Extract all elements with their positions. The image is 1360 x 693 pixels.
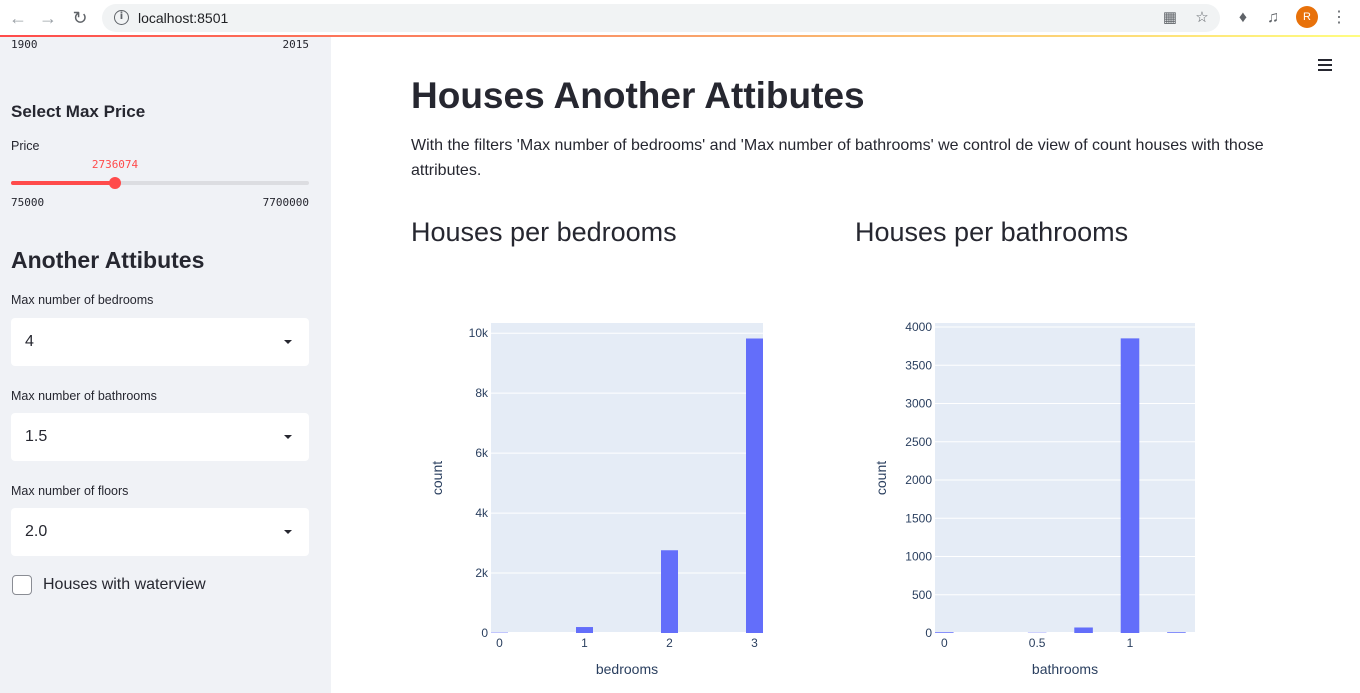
plot-background — [935, 323, 1195, 633]
y-axis-label: count — [873, 461, 889, 495]
bathrooms-select[interactable]: 1.5 — [11, 413, 309, 461]
bar — [1120, 338, 1140, 633]
floors-select-value: 2.0 — [25, 523, 48, 540]
waterview-checkbox-label[interactable]: Houses with waterview — [43, 576, 206, 593]
bathrooms-chart: 0 500 1000 1500 2000 2500 3000 3500 4000 0 0.5 1 bat… — [873, 320, 1195, 677]
bar — [576, 627, 593, 633]
x-tick-label: 0 — [496, 636, 503, 650]
reload-icon[interactable]: ↻ — [72, 7, 88, 28]
year-slider-max-label: 2015 — [282, 38, 310, 51]
x-tick-label: 3 — [751, 636, 758, 650]
y-tick-label: 0 — [481, 626, 488, 640]
browser-toolbar: ← → ↻ i localhost:8501 ▦ ☆ ♦ ♫ R ⋮ — [0, 0, 1360, 36]
bedrooms-chart: 0 2k 4k 6k 8k 10k 0 1 2 3 bedrooms count — [429, 323, 763, 677]
y-axis-label: count — [429, 461, 445, 495]
y-tick-label: 2000 — [905, 473, 932, 487]
chevron-down-icon — [284, 340, 292, 344]
x-tick-label: 2 — [666, 636, 673, 650]
info-icon[interactable]: i — [114, 10, 129, 25]
chevron-down-icon — [284, 435, 292, 439]
x-tick-label: 1 — [1127, 636, 1134, 650]
x-tick-label: 1 — [581, 636, 588, 650]
bar — [661, 550, 678, 633]
y-tick-label: 8k — [475, 386, 489, 400]
year-slider-min-label: 1900 — [11, 38, 38, 51]
x-axis-label: bedrooms — [596, 661, 658, 677]
bathrooms-chart-title: Houses per bathrooms — [855, 217, 1129, 247]
price-slider-label: Price — [11, 139, 40, 153]
y-tick-label: 3500 — [905, 358, 932, 372]
price-slider-value: 2736074 — [91, 158, 139, 171]
bedrooms-select[interactable]: 4 — [11, 318, 309, 366]
loading-bar — [0, 35, 1360, 37]
price-slider-min-label: 75000 — [11, 196, 45, 209]
y-tick-label: 4k — [475, 506, 489, 520]
address-bar[interactable]: i localhost:8501 ▦ ☆ — [102, 4, 1220, 32]
y-tick-label: 0 — [925, 626, 932, 640]
bedrooms-select-value: 4 — [25, 333, 34, 350]
attributes-title: Another Attibutes — [11, 247, 205, 273]
chevron-down-icon — [284, 530, 292, 534]
y-tick-label: 2k — [475, 566, 489, 580]
page-description: With the filters 'Max number of bedrooms… — [411, 137, 1264, 179]
bathrooms-label: Max number of bathrooms — [11, 389, 157, 403]
bedrooms-label: Max number of bedrooms — [11, 293, 154, 307]
floors-select[interactable]: 2.0 — [11, 508, 309, 556]
page-title: Houses Another Attibutes — [411, 75, 865, 116]
x-tick-label: 0.5 — [1029, 636, 1046, 650]
price-slider-max-label: 7700000 — [262, 196, 309, 209]
main-content: Houses Another Attibutes With the filter… — [331, 37, 1360, 693]
y-tick-label: 4000 — [905, 320, 932, 334]
bar — [935, 632, 954, 633]
y-tick-label: 3000 — [905, 397, 932, 411]
bedrooms-chart-title: Houses per bedrooms — [411, 217, 677, 247]
menu-dots-icon[interactable]: ⋮ — [1331, 9, 1347, 26]
y-tick-label: 1500 — [905, 511, 932, 525]
price-slider-fill — [11, 181, 115, 185]
y-tick-label: 1000 — [905, 550, 932, 564]
forward-arrow-icon[interactable]: → — [39, 7, 57, 28]
translate-icon[interactable]: ▦ — [1162, 9, 1178, 26]
y-tick-label: 6k — [475, 446, 489, 460]
hamburger-menu-icon[interactable] — [1318, 59, 1332, 74]
extensions-icon[interactable]: ♦ — [1238, 9, 1248, 26]
sidebar: 1900 2015 Select Max Price Price 2736074… — [0, 37, 331, 693]
x-axis-label: bathrooms — [1032, 661, 1098, 677]
price-slider[interactable] — [11, 177, 309, 189]
floors-label: Max number of floors — [11, 484, 129, 498]
price-section-title: Select Max Price — [11, 102, 146, 121]
avatar[interactable]: R — [1296, 6, 1318, 28]
bar — [1074, 627, 1093, 633]
y-tick-label: 500 — [912, 588, 932, 602]
price-slider-thumb[interactable] — [109, 177, 121, 189]
x-tick-label: 0 — [941, 636, 948, 650]
back-arrow-icon[interactable]: ← — [9, 7, 27, 28]
waterview-checkbox[interactable] — [12, 575, 32, 595]
bar — [1167, 632, 1186, 633]
url-text[interactable]: localhost:8501 — [138, 10, 229, 26]
media-control-icon[interactable]: ♫ — [1267, 9, 1279, 26]
y-tick-label: 2500 — [905, 435, 932, 449]
y-tick-label: 10k — [469, 326, 489, 340]
bar — [746, 338, 763, 633]
plot-background — [491, 323, 763, 633]
bathrooms-select-value: 1.5 — [25, 428, 48, 445]
star-icon[interactable]: ☆ — [1195, 9, 1209, 26]
